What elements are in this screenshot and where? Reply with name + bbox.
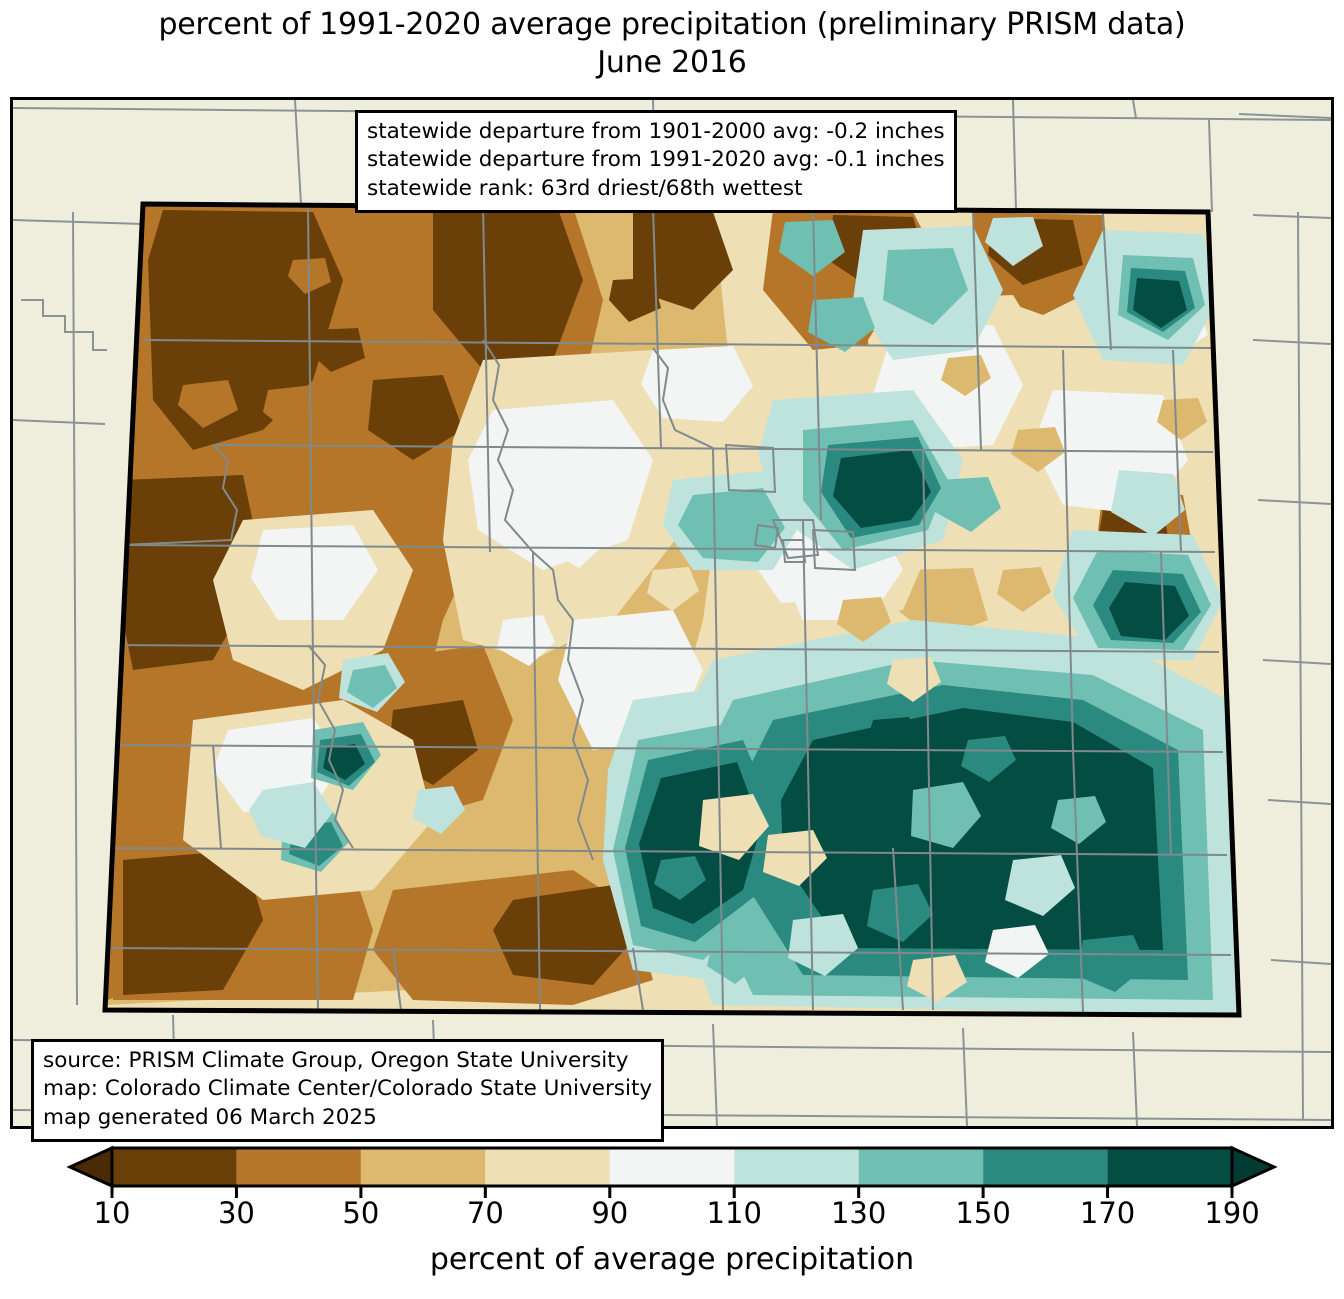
stats-line-3: statewide rank: 63rd driest/68th wettest bbox=[367, 175, 803, 201]
source-line-3: map generated 06 March 2025 bbox=[43, 1104, 377, 1130]
colorbar-tick-label-170: 170 bbox=[1079, 1196, 1136, 1230]
statewide-stats-box: statewide departure from 1901-2000 avg: … bbox=[355, 110, 957, 214]
colorbar-tick-label-190: 190 bbox=[1204, 1196, 1260, 1230]
precipitation-field bbox=[105, 204, 1239, 1015]
colorbar-tick-label-10: 10 bbox=[93, 1196, 131, 1230]
source-line-2: map: Colorado Climate Center/Colorado St… bbox=[43, 1076, 653, 1102]
stats-line-2: statewide departure from 1991-2020 avg: … bbox=[367, 147, 945, 173]
colorbar-band-6 bbox=[858, 1148, 984, 1186]
colorbar-band-8 bbox=[1107, 1148, 1232, 1186]
page-title: percent of 1991-2020 average precipitati… bbox=[0, 6, 1344, 82]
colorbar-band-3 bbox=[485, 1148, 610, 1186]
colorbar-under-arrow bbox=[66, 1145, 114, 1189]
colorbar-tick-label-50: 50 bbox=[342, 1196, 380, 1230]
colorbar-band-4 bbox=[609, 1148, 735, 1186]
colorbar-band-5 bbox=[734, 1148, 859, 1186]
stats-line-1: statewide departure from 1901-2000 avg: … bbox=[367, 119, 945, 144]
colorbar-axis-title: percent of average precipitation bbox=[429, 1242, 915, 1277]
colorbar-tick-label-30: 30 bbox=[217, 1196, 255, 1230]
colorbar-tick-label-90: 90 bbox=[591, 1196, 629, 1230]
colorado-precipitation-map bbox=[13, 100, 1331, 1126]
colorbar-over-arrow bbox=[1230, 1145, 1278, 1189]
colorbar-outline bbox=[110, 1146, 1234, 1188]
title-line-2: June 2016 bbox=[597, 44, 747, 80]
colorbar-tick-label-130: 130 bbox=[830, 1196, 887, 1230]
colorbar-band-2 bbox=[360, 1148, 486, 1186]
colorbar-svg bbox=[66, 1145, 1278, 1198]
colorbar bbox=[0, 1138, 1344, 1208]
colorbar-tick-label-150: 150 bbox=[955, 1196, 1011, 1230]
source-line-1: source: PRISM Climate Group, Oregon Stat… bbox=[43, 1048, 629, 1073]
source-credit-box: source: PRISM Climate Group, Oregon Stat… bbox=[31, 1039, 665, 1143]
title-line-1: percent of 1991-2020 average precipitati… bbox=[158, 7, 1186, 42]
county-boundaries bbox=[105, 205, 1232, 1013]
colorbar-tick-label-70: 70 bbox=[466, 1196, 504, 1230]
colorbar-tick-labels: 10 30 50 70 90 110 130 150 170 190 bbox=[0, 1196, 1344, 1236]
map-frame bbox=[10, 97, 1334, 1129]
colorbar-tick-label-110: 110 bbox=[706, 1196, 762, 1230]
colorbar-band-0 bbox=[112, 1148, 237, 1186]
colorbar-band-7 bbox=[983, 1148, 1108, 1186]
colorbar-band-1 bbox=[236, 1148, 361, 1186]
